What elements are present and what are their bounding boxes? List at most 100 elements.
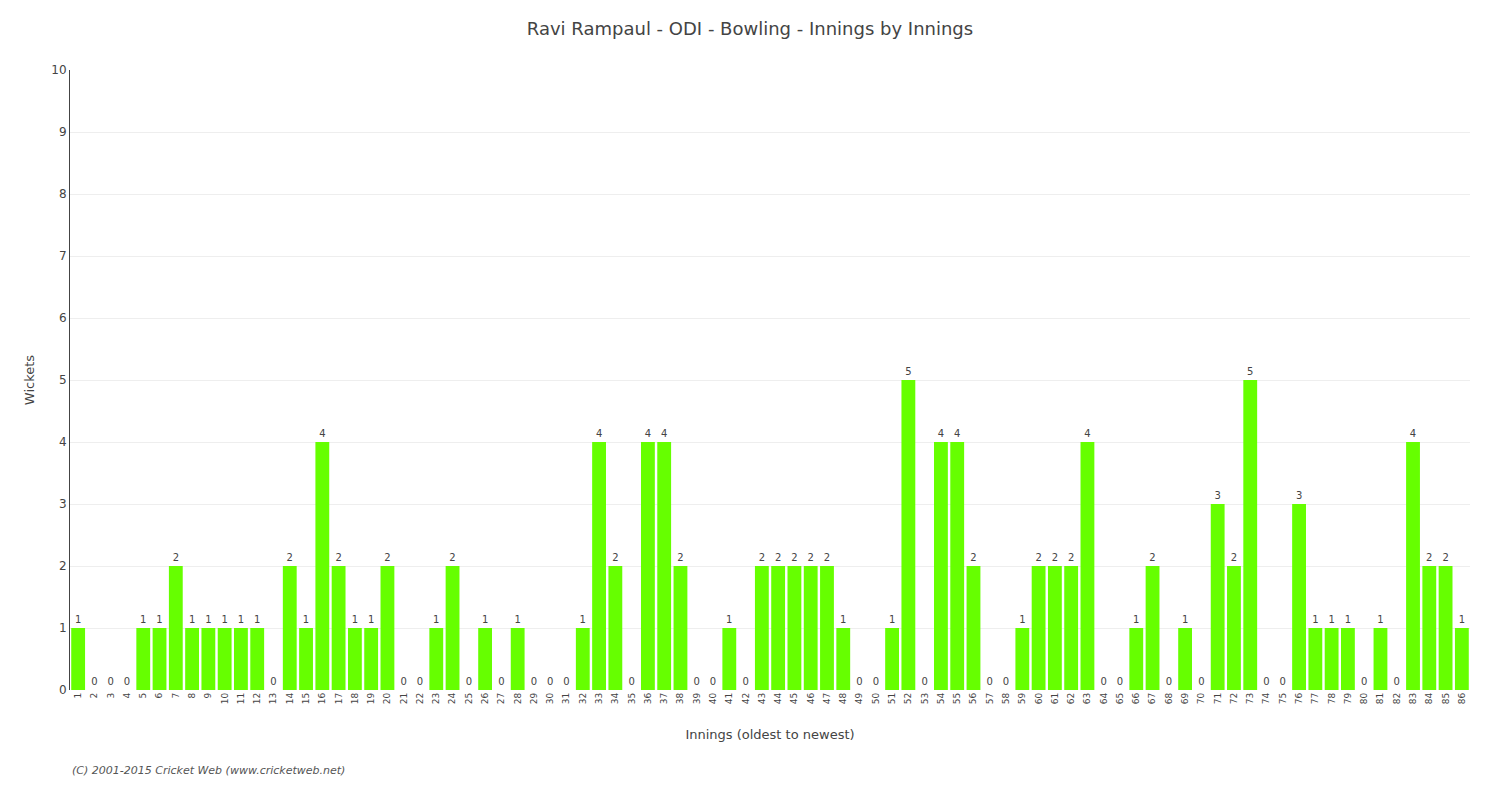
svg-text:42: 42 <box>741 693 751 704</box>
svg-text:12: 12 <box>252 693 262 704</box>
svg-text:38: 38 <box>675 693 685 705</box>
svg-text:23: 23 <box>431 693 441 704</box>
svg-text:1: 1 <box>238 614 244 625</box>
svg-text:3: 3 <box>1214 490 1220 501</box>
svg-text:74: 74 <box>1261 693 1271 705</box>
svg-text:1: 1 <box>303 614 309 625</box>
svg-text:8: 8 <box>59 187 67 201</box>
svg-text:0: 0 <box>401 676 407 687</box>
svg-text:1: 1 <box>205 614 211 625</box>
svg-text:30: 30 <box>545 693 555 705</box>
svg-text:1: 1 <box>433 614 439 625</box>
svg-text:4: 4 <box>59 435 67 449</box>
svg-text:22: 22 <box>415 693 425 704</box>
svg-text:4: 4 <box>1084 428 1090 439</box>
svg-text:0: 0 <box>1101 676 1107 687</box>
svg-text:25: 25 <box>464 693 474 704</box>
svg-text:49: 49 <box>854 693 864 705</box>
svg-text:1: 1 <box>889 614 895 625</box>
svg-text:4: 4 <box>938 428 944 439</box>
svg-text:24: 24 <box>447 693 457 705</box>
svg-text:39: 39 <box>692 693 702 705</box>
svg-text:2: 2 <box>1068 552 1074 563</box>
svg-text:40: 40 <box>708 693 718 705</box>
svg-text:4: 4 <box>1410 428 1416 439</box>
svg-text:17: 17 <box>334 693 344 704</box>
svg-text:75: 75 <box>1278 693 1288 704</box>
svg-text:9: 9 <box>203 693 213 699</box>
svg-text:3: 3 <box>59 497 67 511</box>
svg-text:43: 43 <box>757 693 767 704</box>
svg-text:1: 1 <box>221 614 227 625</box>
svg-text:83: 83 <box>1408 693 1418 704</box>
svg-text:0: 0 <box>856 676 862 687</box>
svg-text:0: 0 <box>531 676 537 687</box>
svg-text:2: 2 <box>59 559 67 573</box>
svg-text:44: 44 <box>773 693 783 705</box>
svg-text:1: 1 <box>482 614 488 625</box>
svg-text:4: 4 <box>661 428 667 439</box>
svg-text:5: 5 <box>1247 366 1253 377</box>
svg-text:0: 0 <box>742 676 748 687</box>
svg-text:69: 69 <box>1180 693 1190 705</box>
svg-text:1: 1 <box>1133 614 1139 625</box>
svg-text:4: 4 <box>319 428 325 439</box>
svg-text:66: 66 <box>1131 693 1141 705</box>
svg-text:Ravi Rampaul - ODI - Bowling -: Ravi Rampaul - ODI - Bowling - Innings b… <box>527 18 973 39</box>
svg-text:72: 72 <box>1229 693 1239 704</box>
svg-text:1: 1 <box>1328 614 1334 625</box>
svg-text:85: 85 <box>1441 693 1451 704</box>
svg-text:0: 0 <box>547 676 553 687</box>
svg-text:2: 2 <box>384 552 390 563</box>
svg-text:2: 2 <box>970 552 976 563</box>
svg-text:9: 9 <box>59 125 67 139</box>
svg-text:2: 2 <box>808 552 814 563</box>
svg-text:51: 51 <box>887 693 897 704</box>
svg-text:Wickets: Wickets <box>22 355 37 405</box>
svg-text:52: 52 <box>903 693 913 704</box>
svg-text:61: 61 <box>1050 693 1060 704</box>
svg-text:1: 1 <box>254 614 260 625</box>
svg-text:0: 0 <box>91 676 97 687</box>
svg-text:68: 68 <box>1164 693 1174 705</box>
svg-text:81: 81 <box>1375 693 1385 704</box>
svg-text:1: 1 <box>1312 614 1318 625</box>
svg-text:0: 0 <box>563 676 569 687</box>
svg-text:1: 1 <box>352 614 358 625</box>
svg-text:0: 0 <box>710 676 716 687</box>
svg-text:1: 1 <box>156 614 162 625</box>
svg-text:1: 1 <box>1345 614 1351 625</box>
svg-text:8: 8 <box>187 693 197 699</box>
svg-text:20: 20 <box>382 693 392 705</box>
svg-text:0: 0 <box>694 676 700 687</box>
svg-text:15: 15 <box>301 693 311 704</box>
svg-text:0: 0 <box>108 676 114 687</box>
svg-text:0: 0 <box>1280 676 1286 687</box>
svg-text:2: 2 <box>89 693 99 699</box>
svg-text:63: 63 <box>1082 693 1092 704</box>
svg-text:41: 41 <box>724 693 734 704</box>
svg-text:45: 45 <box>789 693 799 704</box>
svg-text:1: 1 <box>1182 614 1188 625</box>
svg-text:73: 73 <box>1245 693 1255 704</box>
svg-text:1: 1 <box>73 693 83 699</box>
svg-text:2: 2 <box>1149 552 1155 563</box>
svg-text:1: 1 <box>840 614 846 625</box>
svg-text:31: 31 <box>561 693 571 704</box>
svg-text:2: 2 <box>612 552 618 563</box>
svg-text:46: 46 <box>806 693 816 705</box>
svg-text:0: 0 <box>417 676 423 687</box>
svg-text:2: 2 <box>173 552 179 563</box>
svg-text:19: 19 <box>366 693 376 705</box>
svg-text:13: 13 <box>268 693 278 704</box>
svg-text:67: 67 <box>1147 693 1157 704</box>
svg-text:0: 0 <box>1361 676 1367 687</box>
svg-text:5: 5 <box>59 373 67 387</box>
svg-text:4: 4 <box>954 428 960 439</box>
svg-text:34: 34 <box>610 693 620 705</box>
svg-text:0: 0 <box>628 676 634 687</box>
svg-text:18: 18 <box>350 693 360 705</box>
svg-text:(C) 2001-2015 Cricket Web (www: (C) 2001-2015 Cricket Web (www.cricketwe… <box>72 764 345 777</box>
svg-text:56: 56 <box>968 693 978 705</box>
svg-text:77: 77 <box>1310 693 1320 704</box>
